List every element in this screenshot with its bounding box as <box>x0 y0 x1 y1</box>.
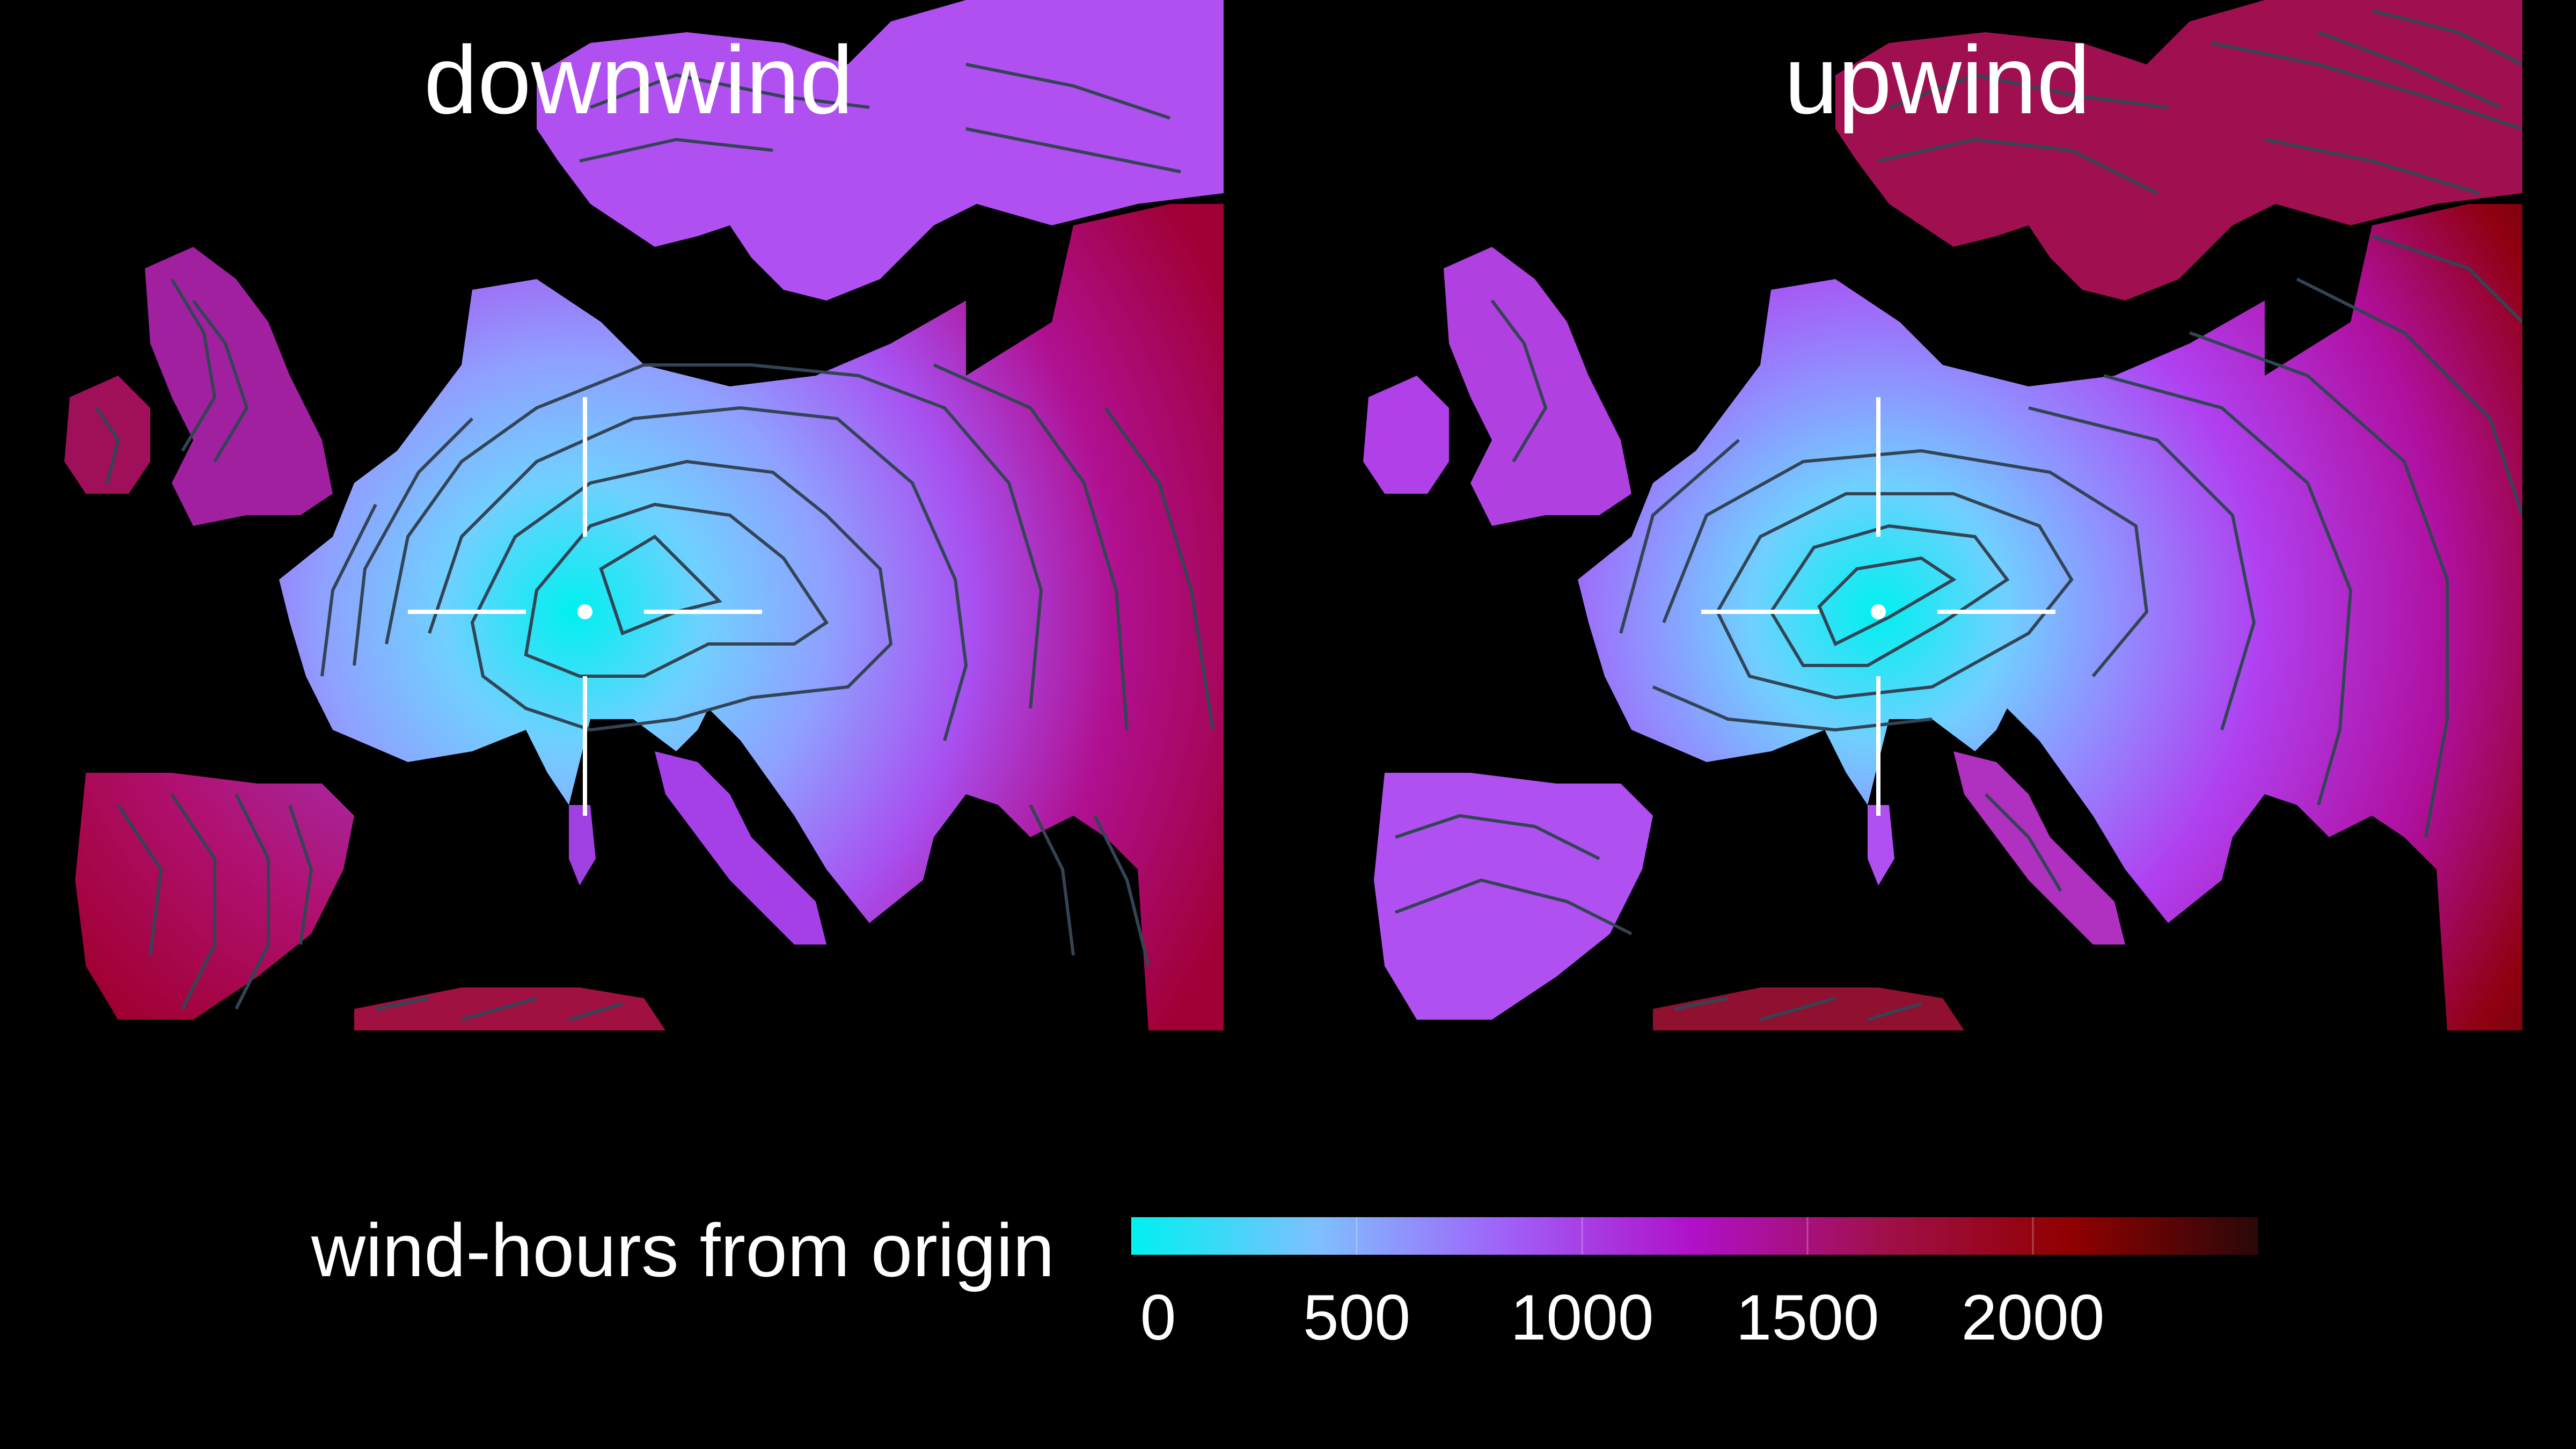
contour-lines <box>95 63 1214 1021</box>
colorbar-tick-label: 2000 <box>1961 1282 2105 1353</box>
origin-crosshair <box>408 397 762 816</box>
colorbar-gradient <box>1131 1217 2258 1255</box>
land-italy <box>1953 751 2125 945</box>
panel-title-downwind: downwind <box>423 26 854 134</box>
map-panel-upwind: upwind <box>1352 0 2522 1030</box>
land-iberia <box>1374 773 1653 1020</box>
colorbar-tick-marks <box>1131 1217 2034 1255</box>
contour-lines <box>1394 9 2522 1021</box>
colorbar-tick-label: 500 <box>1302 1282 1411 1353</box>
panel-title-upwind: upwind <box>1784 26 2091 134</box>
colorbar-tick-label: 1000 <box>1510 1282 1654 1353</box>
land-mainland <box>279 204 1224 1030</box>
map-upwind <box>1363 0 2522 1030</box>
origin-point <box>577 604 592 619</box>
land-ireland <box>64 376 150 494</box>
land-north-africa <box>1653 987 1964 1030</box>
map-panel-downwind: downwind <box>54 0 1224 1030</box>
land-sardinia <box>569 805 596 885</box>
land-mainland <box>1578 204 2522 1030</box>
land-north-africa <box>354 987 665 1030</box>
land-ireland <box>1363 376 1449 494</box>
colorbar <box>1131 1217 2258 1255</box>
map-downwind <box>64 0 1224 1030</box>
origin-crosshair <box>1701 397 2055 816</box>
colorbar-tick-label: 0 <box>1140 1282 1176 1353</box>
origin-point <box>1871 604 1886 619</box>
legend-title: wind-hours from origin <box>311 1208 1055 1292</box>
land-sardinia <box>1868 805 1894 885</box>
land-scandinavia <box>537 0 1224 301</box>
land-italy <box>655 751 826 945</box>
colorbar-tick-label: 1500 <box>1736 1282 1879 1353</box>
